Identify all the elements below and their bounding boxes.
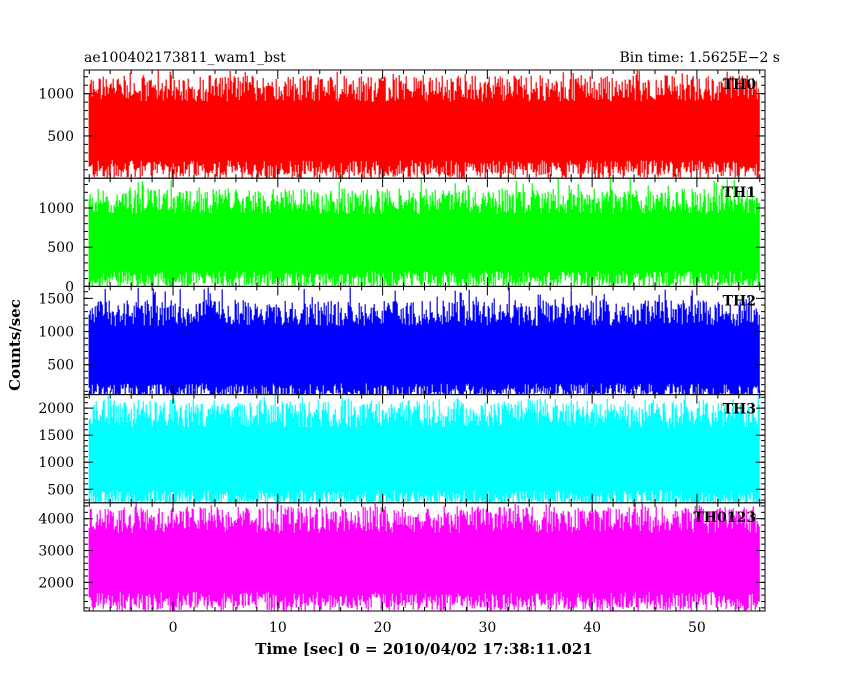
y-tick-label: 2000 — [38, 401, 74, 417]
series-th2 — [88, 287, 760, 395]
x-tick-label: 40 — [583, 620, 601, 636]
panel-label-th0123: TH0123 — [693, 510, 756, 526]
x-axis-label: Time [sec] 0 = 2010/04/02 17:38:11.021 — [255, 640, 592, 658]
y-tick-label: 1000 — [38, 455, 74, 471]
y-tick-label: 500 — [47, 240, 74, 256]
series-th0123 — [88, 503, 760, 611]
y-axis-label: Counts/sec — [6, 299, 24, 391]
x-tick-label: 30 — [478, 620, 496, 636]
panel-label-th2: TH2 — [723, 293, 756, 309]
chart-title-right: Bin time: 1.5625E−2 s — [619, 50, 780, 66]
y-tick-label: 2000 — [38, 575, 74, 591]
y-tick-label: 1500 — [38, 428, 74, 444]
series-th1 — [88, 178, 760, 287]
y-tick-label: 4000 — [38, 512, 74, 528]
x-tick-label: 50 — [688, 620, 706, 636]
series-th3 — [88, 394, 760, 503]
y-tick-label: 1000 — [38, 201, 74, 217]
series-th0 — [88, 70, 760, 179]
panel-label-th1: TH1 — [723, 185, 756, 201]
panel-label-th3: TH3 — [723, 402, 756, 418]
y-tick-label: 1000 — [38, 87, 74, 103]
panel-label-th0: TH0 — [723, 77, 757, 93]
y-tick-label: 500 — [47, 358, 74, 374]
x-tick-label: 0 — [169, 620, 178, 636]
y-tick-label: 1500 — [38, 291, 74, 307]
y-tick-label: 500 — [47, 129, 74, 145]
x-tick-label: 10 — [269, 620, 287, 636]
y-tick-label: 0 — [65, 279, 74, 295]
y-tick-label: 1000 — [38, 325, 74, 341]
y-tick-label: 3000 — [38, 544, 74, 560]
y-tick-label: 500 — [47, 482, 74, 498]
x-tick-label: 20 — [374, 620, 392, 636]
chart-title-left: ae100402173811_wam1_bst — [84, 50, 286, 66]
